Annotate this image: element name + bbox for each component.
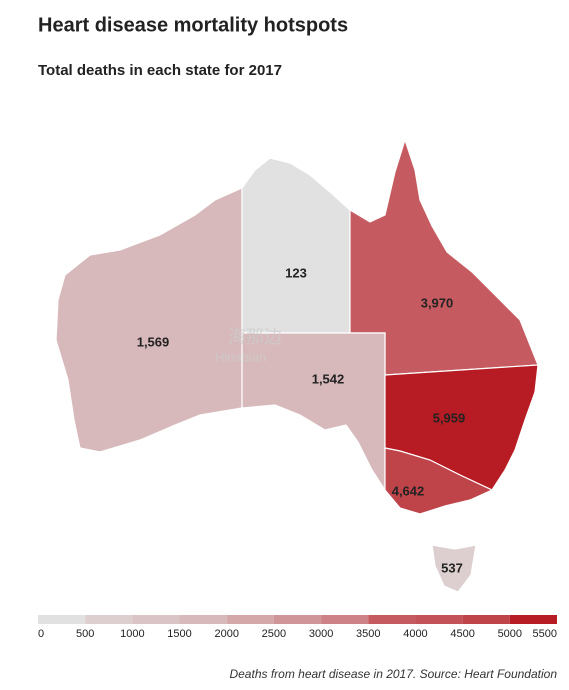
- legend-tick-label: 3000: [309, 628, 333, 640]
- legend-swatch: [415, 615, 463, 624]
- region: [241, 157, 351, 334]
- legend-swatch: [321, 615, 369, 624]
- legend: 0 500 1000 1500 2000 2500 3000 3500 4000 4500 5000…: [38, 615, 557, 640]
- watermark: 海那边: [228, 327, 282, 347]
- region-label: 537: [441, 560, 463, 575]
- legend-tick-label: 0: [38, 628, 44, 640]
- subtitle: Total deaths in each state for 2017: [38, 62, 282, 79]
- legend-swatch: [509, 615, 557, 624]
- legend-tick-label: 5000: [498, 628, 522, 640]
- legend-swatch: [179, 615, 227, 624]
- legend-tick-label: 1500: [167, 628, 191, 640]
- legend-tick-label: 5500: [533, 628, 557, 640]
- legend-tick-label: 4500: [450, 628, 474, 640]
- legend-swatch: [85, 615, 133, 624]
- legend-swatch: [273, 615, 322, 624]
- region-label: 123: [285, 265, 307, 280]
- region-label: 1,542: [312, 371, 345, 386]
- legend-tick-label: 500: [76, 628, 94, 640]
- legend-tick-label: 3500: [356, 628, 380, 640]
- region-label: 4,642: [392, 483, 425, 498]
- legend-swatch: [226, 615, 274, 624]
- region-label: 5,959: [433, 410, 466, 425]
- caption: Deaths from heart disease in 2017. Sourc…: [229, 667, 557, 681]
- title: Heart disease mortality hotspots: [38, 14, 348, 36]
- region-label: 1,569: [137, 334, 170, 349]
- legend-swatch: [462, 615, 510, 624]
- legend-tick-label: 1000: [120, 628, 144, 640]
- legend-swatch: [368, 615, 416, 624]
- legend-tick-label: 2000: [214, 628, 238, 640]
- region-label: 3,970: [421, 295, 454, 310]
- legend-swatch: [38, 615, 86, 624]
- legend-tick-label: 4000: [403, 628, 427, 640]
- region: [55, 187, 243, 453]
- watermark: Hinabian: [215, 349, 266, 364]
- legend-swatch: [132, 615, 180, 624]
- region: [431, 544, 477, 593]
- region: [384, 447, 494, 515]
- legend-tick-label: 2500: [262, 628, 286, 640]
